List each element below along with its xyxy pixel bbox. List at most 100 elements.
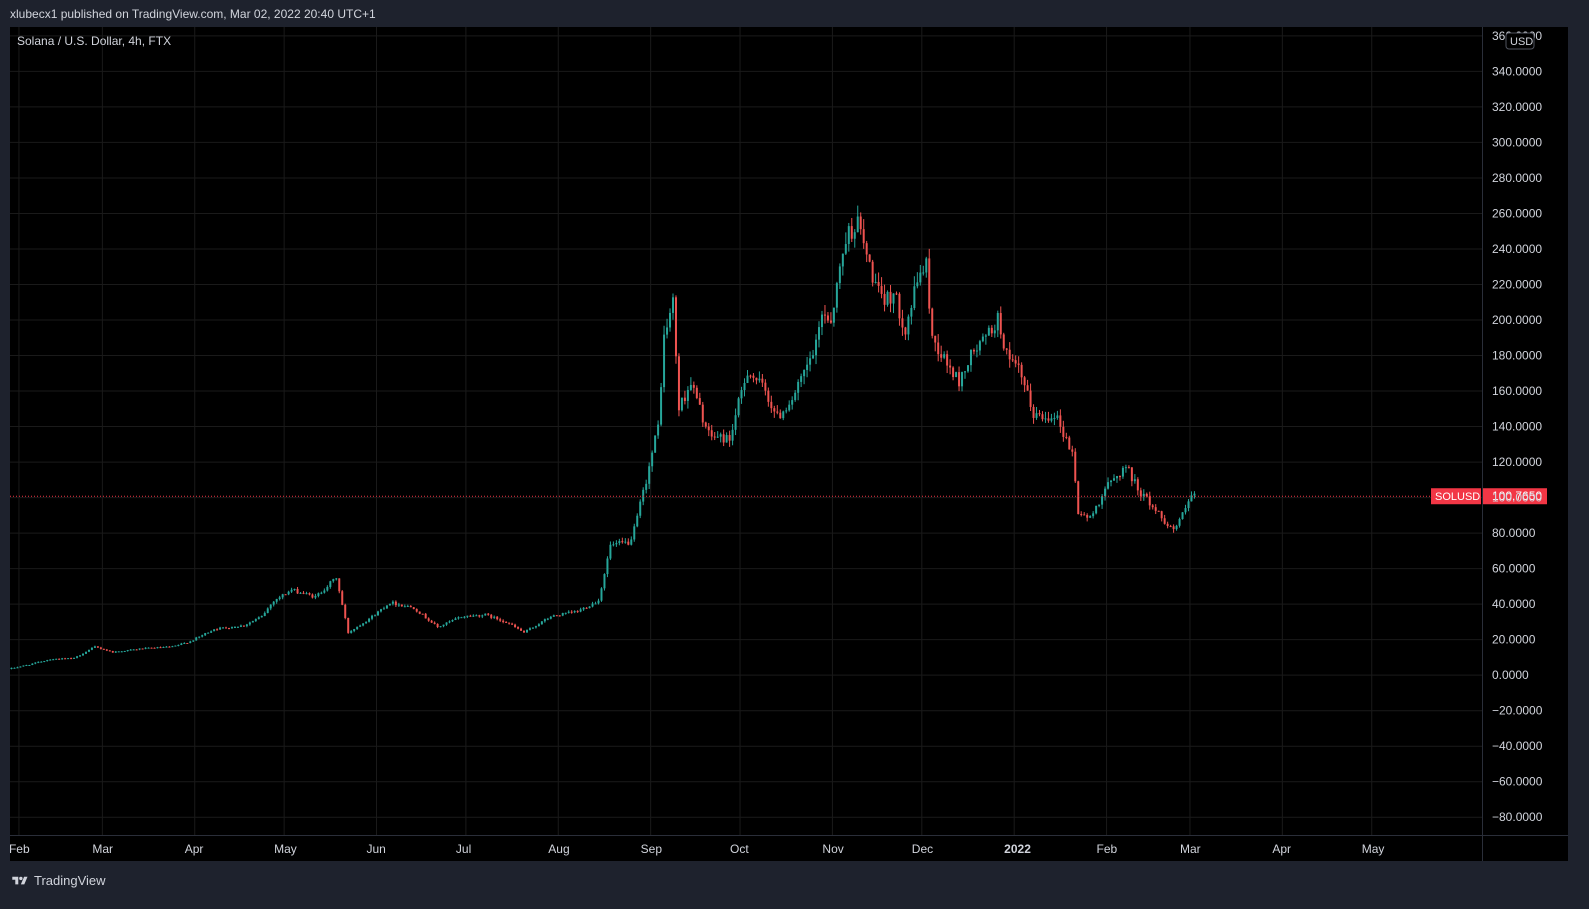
candle-body bbox=[427, 618, 430, 621]
candle-body bbox=[341, 591, 344, 605]
candle bbox=[1157, 510, 1160, 512]
candle-body bbox=[317, 593, 320, 596]
candle-body bbox=[978, 341, 981, 351]
candle bbox=[1071, 445, 1074, 457]
chart-frame[interactable]: SOLUSD 100.7650 360.0000340.0000320.00003… bbox=[10, 27, 1568, 861]
candle bbox=[996, 310, 999, 338]
candle-body bbox=[475, 615, 478, 617]
candle bbox=[1178, 517, 1181, 528]
candle bbox=[1115, 475, 1118, 483]
candle-body bbox=[120, 651, 123, 653]
candle-body bbox=[898, 293, 901, 319]
candle bbox=[987, 325, 990, 337]
candle-body bbox=[940, 354, 943, 358]
candle-body bbox=[58, 658, 61, 660]
candle bbox=[1059, 409, 1062, 433]
candle-body bbox=[168, 646, 171, 648]
candle bbox=[40, 661, 43, 663]
x-tick-label: Apr bbox=[1272, 842, 1291, 856]
y-tick-label: 40.0000 bbox=[1492, 597, 1536, 611]
candle bbox=[1005, 348, 1008, 355]
candle-body bbox=[618, 541, 621, 544]
candle bbox=[34, 662, 37, 665]
candle bbox=[108, 650, 111, 652]
x-tick-label: Aug bbox=[548, 842, 569, 856]
candle-body bbox=[76, 656, 79, 658]
candle-body bbox=[1020, 364, 1023, 378]
candle-body bbox=[28, 665, 31, 667]
x-tick-label: Jun bbox=[367, 842, 386, 856]
candle-body bbox=[761, 378, 764, 383]
candle bbox=[934, 335, 937, 352]
candle bbox=[421, 613, 424, 615]
candle bbox=[377, 610, 379, 616]
axes[interactable]: 360.0000340.0000320.0000300.0000280.0000… bbox=[10, 27, 1568, 861]
candle-body bbox=[123, 650, 126, 652]
candle bbox=[1193, 491, 1196, 499]
candle-body bbox=[657, 424, 660, 436]
candle-body bbox=[710, 430, 713, 437]
candle-body bbox=[320, 592, 323, 594]
candle-body bbox=[922, 272, 925, 274]
candle bbox=[993, 324, 996, 338]
candlestick-chart[interactable]: SOLUSD 100.7650 360.0000340.0000320.00003… bbox=[10, 27, 1568, 861]
candle bbox=[925, 256, 928, 278]
candle-body bbox=[433, 622, 436, 624]
candle-body bbox=[901, 318, 904, 328]
candle bbox=[1133, 474, 1136, 484]
candle-body bbox=[233, 627, 236, 629]
candle-body bbox=[975, 350, 978, 352]
candle bbox=[335, 577, 338, 581]
candle-body bbox=[779, 412, 782, 419]
candle bbox=[674, 295, 677, 364]
candle bbox=[314, 593, 317, 600]
y-tick-label: 340.0000 bbox=[1492, 64, 1542, 78]
candle-body bbox=[680, 397, 683, 411]
candle bbox=[13, 667, 16, 669]
candle bbox=[338, 578, 341, 594]
candle-body bbox=[34, 662, 37, 664]
candle-body bbox=[472, 615, 475, 617]
candle-body bbox=[701, 404, 704, 423]
candle-body bbox=[1110, 480, 1113, 483]
candle-body bbox=[624, 541, 627, 543]
candle-body bbox=[1160, 511, 1163, 519]
candle-body bbox=[889, 291, 892, 304]
candle bbox=[1038, 409, 1041, 417]
candle bbox=[73, 657, 76, 660]
candle bbox=[457, 616, 460, 620]
candle bbox=[627, 538, 630, 546]
candle-body bbox=[254, 619, 257, 621]
candle-body bbox=[451, 620, 454, 622]
candle-body bbox=[242, 625, 245, 627]
candle bbox=[1175, 524, 1178, 531]
candle-body bbox=[1098, 504, 1101, 506]
candle-body bbox=[666, 327, 669, 335]
candle-body bbox=[993, 330, 996, 334]
candle bbox=[31, 663, 34, 666]
candle-body bbox=[1041, 414, 1044, 420]
candle-body bbox=[400, 604, 403, 607]
candle bbox=[1169, 524, 1172, 528]
candle bbox=[585, 607, 588, 609]
candle-body bbox=[546, 618, 549, 620]
x-tick-label: May bbox=[1362, 842, 1385, 856]
candle bbox=[734, 408, 737, 436]
candle-body bbox=[505, 621, 508, 623]
candle-body bbox=[108, 650, 111, 652]
last-price-badge bbox=[1483, 488, 1547, 505]
candle bbox=[761, 374, 764, 387]
candle-body bbox=[1023, 377, 1026, 386]
candle bbox=[287, 590, 290, 596]
candle bbox=[49, 659, 52, 661]
candle bbox=[955, 371, 958, 378]
candle-body bbox=[385, 605, 388, 609]
candle-body bbox=[171, 646, 174, 648]
candles bbox=[10, 205, 1196, 670]
candle bbox=[406, 604, 409, 607]
candle bbox=[365, 621, 368, 624]
candle-body bbox=[704, 422, 707, 427]
candle-body bbox=[838, 266, 841, 284]
candle bbox=[1044, 411, 1047, 423]
tradingview-brand[interactable]: TradingView bbox=[10, 873, 106, 888]
